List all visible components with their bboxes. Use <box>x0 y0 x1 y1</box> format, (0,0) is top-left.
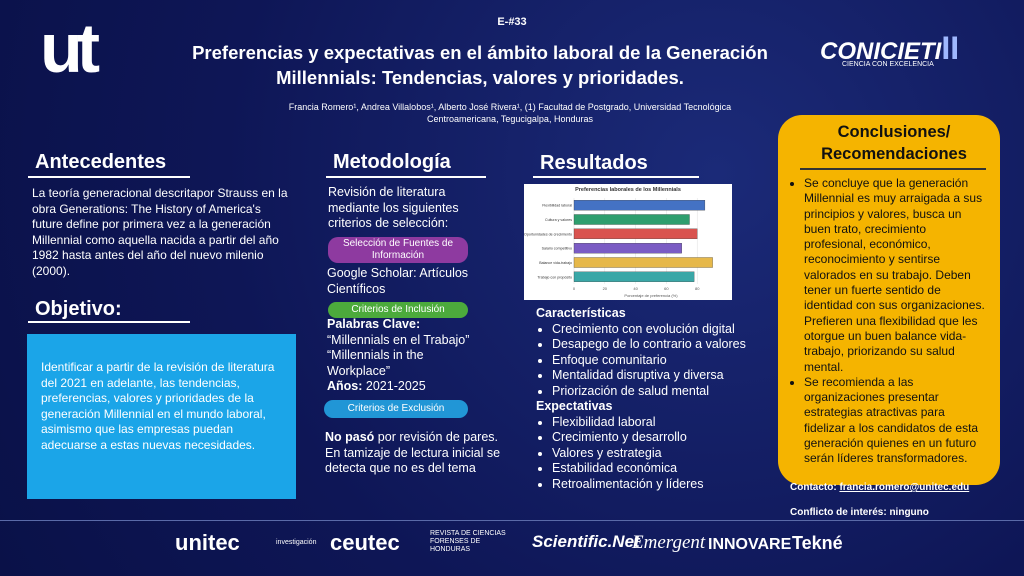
section-heading: Conclusiones/ Recomendaciones <box>821 123 967 163</box>
list: Se concluye que la generación Millennial… <box>788 176 988 467</box>
method-text: Palabras Clave: “Millennials en el Trabaj… <box>327 317 487 395</box>
heading-underline <box>800 168 986 170</box>
list-item: Estabilidad económica <box>552 461 776 477</box>
bar <box>573 214 690 225</box>
event-numeral: II <box>941 30 960 66</box>
list-item: Mentalidad disruptiva y diversa <box>552 368 776 384</box>
footer-logo: investigación <box>276 539 317 546</box>
list-heading: Expectativas <box>536 399 613 413</box>
list-item: Desapego de lo contrario a valores <box>552 337 776 353</box>
keywords: “Millennials en el Trabajo” “Millennials… <box>327 332 470 378</box>
event-logo: CONICIETIII CIENCIA CON EXCELENCIA <box>820 30 1000 68</box>
y-tick-label: Cultura y valores <box>545 218 572 222</box>
footer-logo: unitec <box>175 530 240 555</box>
bar <box>573 271 695 282</box>
list-item: Crecimiento y desarrollo <box>552 430 776 446</box>
list: Crecimiento con evolución digitalDesapeg… <box>536 322 776 400</box>
y-tick-label: Salario competitivo <box>542 247 572 251</box>
y-tick-label: Oportunidades de crecimiento <box>524 232 572 236</box>
footer-logo: REVISTA DE CIENCIAS FORENSES DE HONDURAS <box>430 530 506 553</box>
results-chart: Preferencias laborales de los Millennial… <box>524 184 732 300</box>
label: Años: <box>327 379 363 393</box>
conclusions-box: Conclusiones/ Recomendaciones Se concluy… <box>778 115 1000 485</box>
y-tick-label: Flexibilidad laboral <box>542 204 572 208</box>
list-item: Enfoque comunitario <box>552 353 776 369</box>
heading-underline <box>28 176 190 178</box>
list-item: Retroalimentación y líderes <box>552 477 776 493</box>
section-heading: Objetivo: <box>35 298 122 320</box>
x-axis-label: Porcentaje de preferencia (%) <box>624 293 678 298</box>
list-item: Flexibilidad laboral <box>552 415 776 431</box>
x-tick-label: 20 <box>603 286 608 291</box>
method-intro: Revisión de literatura mediante los sigu… <box>328 185 459 230</box>
footer-rule <box>0 520 1024 521</box>
bar <box>573 199 706 211</box>
x-tick-label: 0 <box>573 286 576 291</box>
poster-title: Preferencias y expectativas en el ámbito… <box>192 42 768 88</box>
contact: Contacto: francia.romero@unitec.edu <box>790 482 969 493</box>
footer-logo: Tekné <box>792 533 843 553</box>
heading-underline <box>28 321 190 323</box>
method-pill: Criterios de Inclusión <box>328 302 468 318</box>
list-item: Valores y estrategia <box>552 446 776 462</box>
x-tick-label: 40 <box>633 286 638 291</box>
event-tagline: CIENCIA CON EXCELENCIA <box>842 61 934 68</box>
label: Palabras Clave: <box>327 317 421 331</box>
years: 2021-2025 <box>365 379 426 393</box>
method-pill: Selección de Fuentes de Información <box>328 237 468 263</box>
section-text: La teoría generacional descritapor Strau… <box>32 186 288 278</box>
label: Contacto: <box>790 482 837 493</box>
heading-underline <box>533 176 699 178</box>
list-item: Crecimiento con evolución digital <box>552 322 776 338</box>
conflict: Conflicto de interés: ninguno <box>790 507 929 518</box>
footer-logo: Emergent <box>632 532 706 553</box>
logo-ut: ut <box>40 9 100 87</box>
footer-logo: INNOVARE <box>708 536 792 553</box>
footer-logo: ceutec <box>330 530 400 555</box>
x-tick-label: 80 <box>695 286 700 291</box>
y-tick-label: Trabajo con propósito <box>537 275 572 279</box>
section-heading: Metodología <box>333 151 451 173</box>
method-text: No pasó por revisión de pares. En tamiza… <box>325 430 510 477</box>
section-heading: Resultados <box>540 152 648 174</box>
authors: Francia Romero¹, Andrea Villalobos¹, Alb… <box>288 102 732 124</box>
list-heading: Características <box>536 306 626 320</box>
email[interactable]: francia.romero@unitec.edu <box>839 482 970 493</box>
objective-box: Identificar a partir de la revisión de l… <box>27 334 296 499</box>
footer-logo: Scientific.Net <box>532 532 640 551</box>
x-tick-label: 60 <box>664 286 669 291</box>
chart-title: Preferencias laborales de los Millennial… <box>575 187 681 193</box>
section-heading: Antecedentes <box>35 151 167 173</box>
method-text: Google Scholar: Artículos Científicos <box>327 266 469 296</box>
method-pill: Criterios de Exclusión <box>324 400 468 418</box>
list-item: Se concluye que la generación Millennial… <box>804 176 988 375</box>
results-lists: Características Crecimiento con evolución… <box>536 306 776 492</box>
bar <box>573 228 698 239</box>
list-item: Se recomienda a las organizaciones prese… <box>804 375 988 467</box>
label: No pasó <box>325 430 375 444</box>
y-tick-label: Balance vida-trabajo <box>539 261 572 265</box>
bar <box>573 243 682 254</box>
bar <box>573 257 713 268</box>
list-item: Priorización de salud mental <box>552 384 776 400</box>
list: Flexibilidad laboralCrecimiento y desarr… <box>536 415 776 493</box>
poster-code: E-#33 <box>497 16 527 28</box>
section-text: Identificar a partir de la revisión de l… <box>41 360 275 452</box>
event-name: CONICIETI <box>820 38 942 65</box>
heading-underline <box>326 176 486 178</box>
exclusion: por revisión de pares. En tamizaje de le… <box>325 430 501 475</box>
